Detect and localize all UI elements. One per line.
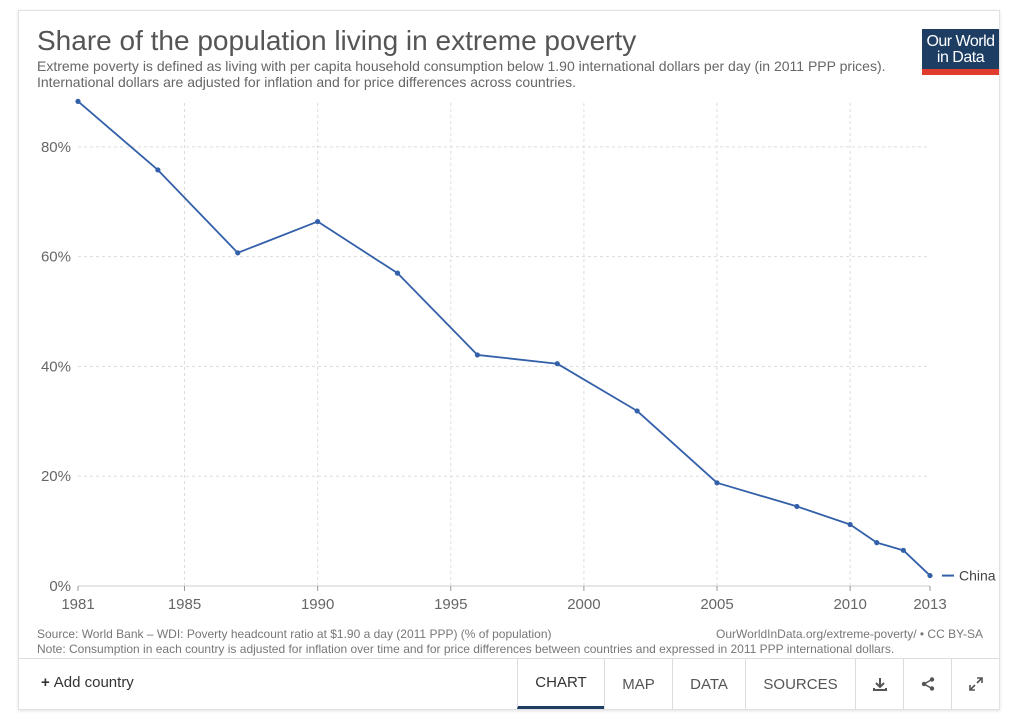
data-point <box>794 503 800 510</box>
y-tick-label: 80% <box>41 139 71 156</box>
data-point <box>394 270 401 276</box>
x-tick-label: 2005 <box>700 596 733 613</box>
note-text: Note: Consumption in each country is adj… <box>37 642 895 656</box>
data-point <box>155 167 161 173</box>
tab-chart-label: CHART <box>535 674 587 691</box>
series-label: China <box>959 568 996 584</box>
tab-chart[interactable]: CHART <box>517 659 604 709</box>
series-line-china <box>77 100 931 577</box>
x-tick-label: 1985 <box>168 596 201 613</box>
chart-frame: Share of the population living in extrem… <box>18 10 1000 710</box>
tab-data-label: DATA <box>690 675 728 693</box>
source-text: Source: World Bank – WDI: Poverty headco… <box>37 627 552 641</box>
chart-subtitle: Extreme poverty is defined as living wit… <box>37 58 886 90</box>
data-point <box>315 218 321 225</box>
data-point <box>874 540 880 546</box>
expand-icon[interactable] <box>951 659 999 709</box>
data-point <box>927 572 933 579</box>
logo-line-1: Our World <box>926 33 995 50</box>
x-tick-label: 2000 <box>567 596 600 613</box>
tab-map-label: MAP <box>622 675 655 693</box>
x-tick-label: 1995 <box>434 596 467 613</box>
y-tick-label: 60% <box>41 249 71 266</box>
tab-bar: CHART MAP DATA SOURCES <box>517 659 999 709</box>
tab-map[interactable]: MAP <box>604 659 672 709</box>
data-point <box>900 547 906 553</box>
chart-title: Share of the population living in extrem… <box>37 25 637 56</box>
x-tick-label: 2010 <box>833 596 866 613</box>
add-country-button[interactable]: + Add country <box>41 674 134 691</box>
logo-line-2: in Data <box>936 49 985 66</box>
data-point <box>474 352 480 358</box>
source-block: Source: World Bank – WDI: Poverty headco… <box>37 627 983 657</box>
y-tick-label: 0% <box>49 578 71 595</box>
controls-bar: + Add country CHART MAP DATA SOURCES <box>19 658 999 709</box>
plus-icon: + <box>41 674 50 691</box>
x-tick-label: 2013 <box>913 596 946 613</box>
y-tick-label: 40% <box>41 358 71 375</box>
x-tick-label: 1981 <box>61 596 94 613</box>
tab-sources[interactable]: SOURCES <box>745 659 855 709</box>
owid-logo[interactable]: Our World in Data <box>922 29 999 75</box>
x-tick-label: 1990 <box>301 596 334 613</box>
add-country-label: Add country <box>53 674 134 691</box>
download-icon[interactable] <box>855 659 903 709</box>
source-url[interactable]: OurWorldInData.org/extreme-poverty/ • CC… <box>716 627 983 641</box>
data-point <box>554 361 560 367</box>
line-chart: 0% 20% 40% 60% 80% 1981 1985 1990 1995 2000 2005 20… <box>41 98 996 613</box>
tab-data[interactable]: DATA <box>672 659 745 709</box>
data-point <box>235 250 241 256</box>
data-point <box>75 98 81 104</box>
data-point <box>847 521 853 528</box>
share-icon[interactable] <box>903 659 951 709</box>
tab-sources-label: SOURCES <box>763 675 838 693</box>
data-point <box>634 408 640 414</box>
y-tick-label: 20% <box>41 468 71 485</box>
data-point <box>714 480 720 486</box>
